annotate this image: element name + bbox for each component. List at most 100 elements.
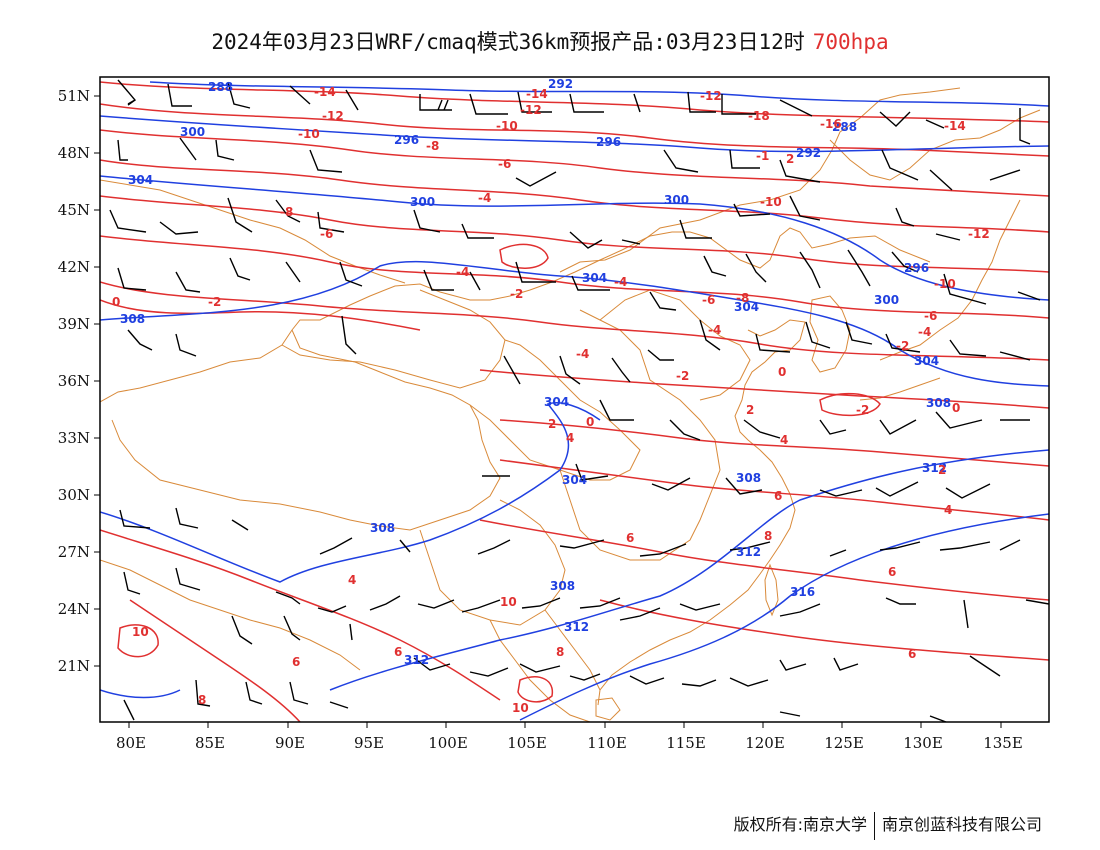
wind-barb xyxy=(477,539,511,555)
south-asia-outline xyxy=(100,559,361,671)
east-coast xyxy=(597,319,806,706)
svg-text:4: 4 xyxy=(780,433,788,447)
svg-text:-4: -4 xyxy=(478,191,491,205)
svg-text:288: 288 xyxy=(832,120,857,134)
svg-text:308: 308 xyxy=(120,312,145,326)
x-tick-label: 130E xyxy=(903,734,943,752)
wind-barb xyxy=(285,261,301,283)
svg-text:-8: -8 xyxy=(426,139,439,153)
svg-text:308: 308 xyxy=(370,521,395,535)
wind-barb xyxy=(935,411,983,429)
central-provinces xyxy=(559,309,721,561)
title-main: 2024年03月23日WRF/cmaq模式36km预报产品:03月23日12时 xyxy=(211,30,805,54)
y-tick-label: 21N xyxy=(58,657,90,675)
wind-barb xyxy=(755,333,791,353)
wind-barb xyxy=(599,399,634,421)
wind-barb xyxy=(963,599,969,629)
svg-text:312: 312 xyxy=(736,545,761,559)
svg-text:0: 0 xyxy=(778,365,786,379)
svg-text:292: 292 xyxy=(796,146,821,160)
svg-text:-2: -2 xyxy=(856,403,869,417)
wind-barb xyxy=(109,209,147,233)
wind-barb xyxy=(729,677,769,687)
svg-text:304: 304 xyxy=(544,395,569,409)
x-tick-label: 95E xyxy=(354,734,384,752)
svg-text:6: 6 xyxy=(394,645,402,659)
wind-barb xyxy=(417,599,455,609)
wind-barb xyxy=(779,99,813,117)
svg-text:4: 4 xyxy=(348,573,356,587)
geopotential-isolines xyxy=(100,81,1049,721)
wind-barb xyxy=(895,207,915,227)
wind-barb xyxy=(283,615,301,641)
svg-text:8: 8 xyxy=(198,693,206,707)
svg-text:312: 312 xyxy=(922,461,947,475)
svg-text:2: 2 xyxy=(938,463,946,477)
svg-text:-10: -10 xyxy=(934,277,956,291)
x-tick-label: 100E xyxy=(428,734,468,752)
wind-barb xyxy=(729,149,760,169)
wind-barb xyxy=(349,623,353,641)
x-tick-label: 115E xyxy=(666,734,706,752)
svg-text:-8: -8 xyxy=(280,205,293,219)
wind-barb xyxy=(829,549,847,557)
wind-barb xyxy=(275,199,301,223)
wind-barb xyxy=(891,251,919,273)
wind-barb xyxy=(629,675,665,685)
wind-barb xyxy=(929,169,953,191)
wind-barb xyxy=(881,149,919,181)
wind-barb xyxy=(819,419,847,435)
svg-text:-6: -6 xyxy=(498,157,511,171)
wind-barb xyxy=(681,679,717,687)
wind-barb xyxy=(227,197,253,233)
wind-barb xyxy=(779,711,801,717)
wind-barb xyxy=(989,169,1021,181)
svg-text:-6: -6 xyxy=(924,309,937,323)
contour-labels: 288 300 304 308 296 300 292 296 300 292 … xyxy=(112,77,990,715)
wind-barb xyxy=(1019,108,1031,145)
svg-text:6: 6 xyxy=(626,531,634,545)
china-border-north xyxy=(559,87,961,273)
wind-barb xyxy=(929,715,947,722)
x-tick-label: 90E xyxy=(275,734,305,752)
map-frame xyxy=(99,76,1050,723)
wind-barb xyxy=(611,357,631,383)
wind-barb xyxy=(779,159,821,183)
wind-barb xyxy=(721,94,756,115)
svg-text:6: 6 xyxy=(908,647,916,661)
svg-text:2: 2 xyxy=(786,152,794,166)
wind-barb xyxy=(419,94,452,111)
svg-text:304: 304 xyxy=(914,354,939,368)
svg-text:296: 296 xyxy=(596,135,621,149)
svg-text:-2: -2 xyxy=(510,287,523,301)
wind-barb xyxy=(399,539,411,553)
wind-barb xyxy=(619,607,661,621)
wind-barb xyxy=(289,681,309,705)
wind-barb xyxy=(833,657,859,671)
svg-text:296: 296 xyxy=(904,261,929,275)
wind-barb xyxy=(469,271,481,291)
svg-text:4: 4 xyxy=(566,431,574,445)
copyright-footer: 版权所有:南京大学 南京创蓝科技有限公司 xyxy=(734,811,1042,840)
axis-ticks xyxy=(94,95,1002,728)
svg-text:308: 308 xyxy=(550,579,575,593)
svg-text:300: 300 xyxy=(410,195,435,209)
wind-barb xyxy=(245,681,263,705)
svg-text:-14: -14 xyxy=(314,85,336,99)
wind-barb xyxy=(779,603,821,617)
svg-text:6: 6 xyxy=(888,565,896,579)
svg-text:-4: -4 xyxy=(576,347,589,361)
wind-barb xyxy=(503,355,521,385)
x-tick-label: 120E xyxy=(745,734,785,752)
svg-text:316: 316 xyxy=(790,585,815,599)
svg-text:-12: -12 xyxy=(968,227,990,241)
x-tick-label: 105E xyxy=(507,734,547,752)
wind-barb xyxy=(231,615,253,645)
wind-barb xyxy=(289,85,311,105)
svg-text:2: 2 xyxy=(746,403,754,417)
wind-barb xyxy=(621,239,641,245)
wind-barb xyxy=(1017,291,1041,301)
wind-barb xyxy=(559,355,581,385)
y-axis-labels: 51N 48N 45N 42N 39N 36N 33N 30N 27N 24N … xyxy=(58,87,90,675)
